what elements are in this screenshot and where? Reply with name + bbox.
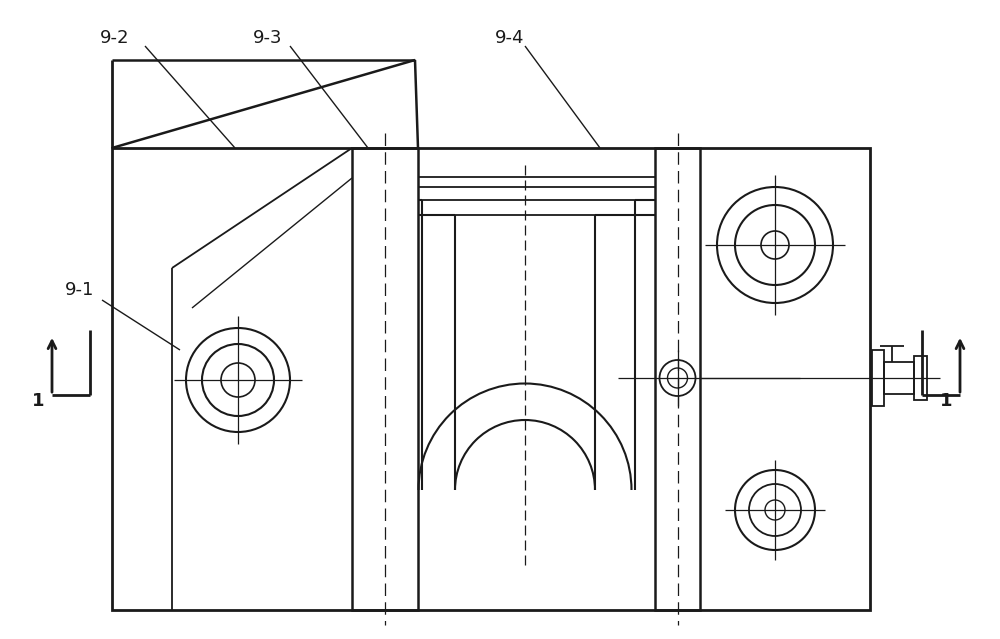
Bar xyxy=(112,148,870,610)
Bar xyxy=(872,350,884,406)
Text: 9-2: 9-2 xyxy=(100,29,130,47)
Bar xyxy=(914,356,927,400)
Text: 1: 1 xyxy=(940,392,952,410)
Bar xyxy=(655,148,700,610)
Text: 9-1: 9-1 xyxy=(65,281,95,299)
Text: 9-4: 9-4 xyxy=(495,29,525,47)
Bar xyxy=(884,362,914,394)
Bar xyxy=(352,148,418,610)
Text: 1: 1 xyxy=(32,392,44,410)
Text: 9-3: 9-3 xyxy=(253,29,283,47)
